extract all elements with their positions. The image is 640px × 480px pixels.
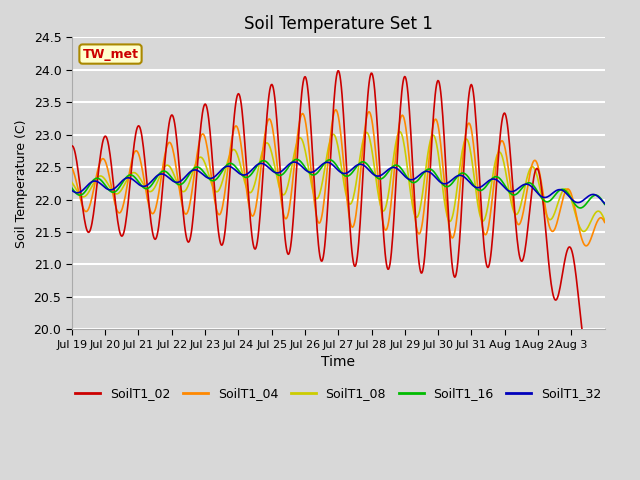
X-axis label: Time: Time xyxy=(321,355,355,369)
Text: TW_met: TW_met xyxy=(83,48,138,60)
Title: Soil Temperature Set 1: Soil Temperature Set 1 xyxy=(244,15,433,33)
Legend: SoilT1_02, SoilT1_04, SoilT1_08, SoilT1_16, SoilT1_32: SoilT1_02, SoilT1_04, SoilT1_08, SoilT1_… xyxy=(70,382,607,405)
Y-axis label: Soil Temperature (C): Soil Temperature (C) xyxy=(15,119,28,248)
